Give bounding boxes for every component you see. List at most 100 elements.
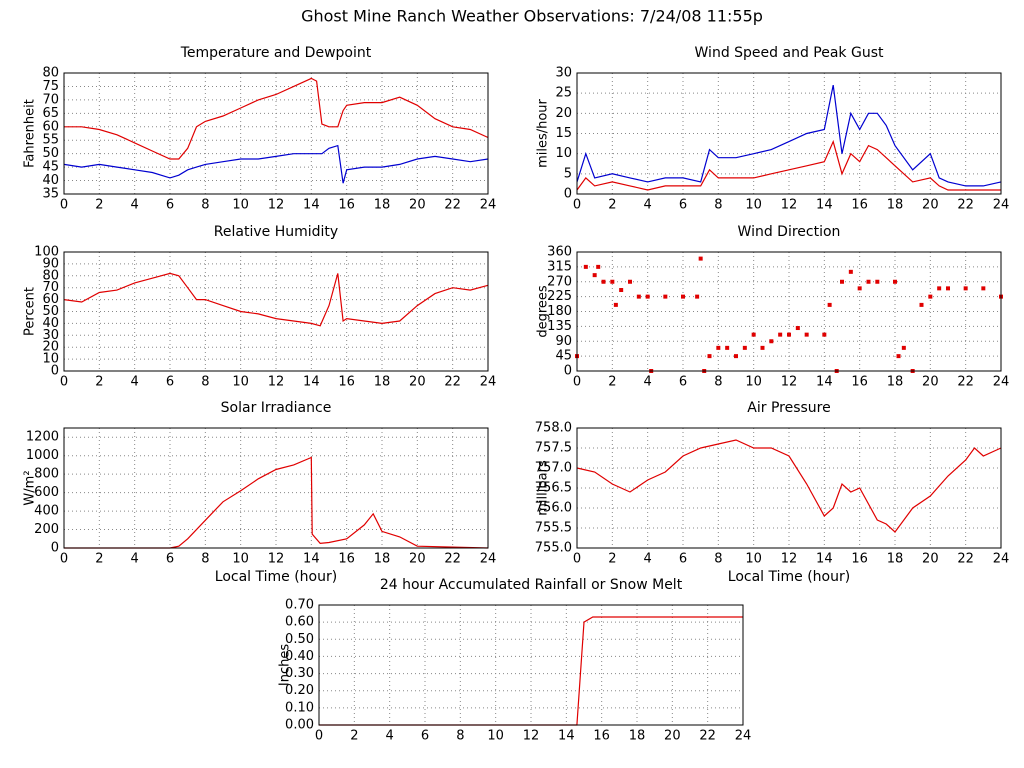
x-tick-label: 0 xyxy=(60,552,68,567)
y-tick-label: 20 xyxy=(555,106,572,121)
x-tick-label: 10 xyxy=(232,198,249,213)
data-point xyxy=(875,279,880,284)
y-axis-label: miles/hour xyxy=(536,98,551,167)
x-tick-label: 20 xyxy=(664,729,681,744)
x-tick-label: 24 xyxy=(993,552,1010,567)
data-point xyxy=(716,345,721,350)
y-tick-label: 10 xyxy=(42,352,59,367)
x-tick-label: 12 xyxy=(781,375,798,390)
plot-frame xyxy=(63,72,489,195)
y-axis-label: W/m² xyxy=(23,470,38,505)
y-tick-label: 80 xyxy=(42,66,59,81)
y-tick-label: 200 xyxy=(34,522,59,537)
x-tick-label: 22 xyxy=(444,375,461,390)
x-tick-label: 10 xyxy=(487,729,504,744)
data-point xyxy=(592,273,597,278)
y-tick-label: 225 xyxy=(547,289,572,304)
x-tick-label: 14 xyxy=(816,375,833,390)
y-axis-label: Inches xyxy=(278,644,293,686)
data-line xyxy=(576,84,1002,187)
data-point xyxy=(760,345,765,350)
plot-frame xyxy=(576,72,1002,195)
data-point xyxy=(928,294,933,299)
data-point xyxy=(698,256,703,261)
data-point xyxy=(628,279,632,284)
y-tick-label: 5 xyxy=(564,166,572,181)
y-tick-label: 270 xyxy=(547,274,572,289)
y-tick-label: 0.70 xyxy=(285,598,314,613)
x-tick-label: 12 xyxy=(781,552,798,567)
x-tick-label: 12 xyxy=(523,729,540,744)
x-tick-label: 14 xyxy=(558,729,575,744)
x-tick-label: 20 xyxy=(409,375,426,390)
x-tick-label: 6 xyxy=(166,375,174,390)
data-point xyxy=(919,302,924,307)
x-tick-label: 0 xyxy=(573,375,581,390)
x-tick-label: 16 xyxy=(851,552,868,567)
data-point xyxy=(645,294,650,299)
x-tick-label: 6 xyxy=(166,198,174,213)
chart-title: Relative Humidity xyxy=(214,224,338,240)
plot-frame xyxy=(576,251,1002,372)
x-tick-label: 24 xyxy=(480,375,497,390)
data-point xyxy=(695,294,700,299)
x-tick-label: 18 xyxy=(629,729,646,744)
data-point xyxy=(963,286,968,291)
x-tick-label: 22 xyxy=(444,552,461,567)
data-point xyxy=(822,332,827,337)
x-tick-label: 16 xyxy=(338,375,355,390)
x-tick-label: 10 xyxy=(745,375,762,390)
y-tick-label: 90 xyxy=(42,256,59,271)
data-point xyxy=(795,326,800,331)
x-tick-label: 10 xyxy=(232,552,249,567)
x-tick-label: 24 xyxy=(993,198,1010,213)
x-tick-label: 0 xyxy=(573,552,581,567)
data-point xyxy=(857,286,862,291)
data-point xyxy=(787,332,791,337)
chart-title: Wind Direction xyxy=(738,224,841,240)
y-tick-label: 400 xyxy=(34,504,59,519)
data-point xyxy=(663,294,668,299)
x-tick-label: 2 xyxy=(95,198,103,213)
x-tick-label: 18 xyxy=(887,375,904,390)
x-tick-label: 8 xyxy=(201,375,209,390)
data-line xyxy=(576,139,1001,191)
y-tick-label: 55 xyxy=(42,133,59,148)
x-tick-label: 4 xyxy=(644,552,652,567)
x-tick-label: 16 xyxy=(338,552,355,567)
x-tick-label: 16 xyxy=(851,375,868,390)
plot-frame xyxy=(318,604,744,726)
y-tick-label: 100 xyxy=(34,245,59,260)
x-tick-label: 14 xyxy=(816,198,833,213)
x-tick-label: 2 xyxy=(608,198,616,213)
x-tick-label: 18 xyxy=(374,552,391,567)
data-line xyxy=(576,439,1002,533)
page-title: Ghost Mine Ranch Weather Observations: 7… xyxy=(301,7,763,26)
y-tick-label: 60 xyxy=(42,292,59,307)
y-tick-label: 0.60 xyxy=(285,615,314,630)
y-tick-label: 40 xyxy=(42,173,59,188)
data-point xyxy=(840,279,844,284)
chart-title: Air Pressure xyxy=(747,400,830,416)
x-tick-label: 10 xyxy=(745,552,762,567)
x-tick-label: 20 xyxy=(409,552,426,567)
plot-frame xyxy=(576,427,1002,549)
x-tick-label: 4 xyxy=(131,375,139,390)
x-tick-label: 0 xyxy=(60,375,68,390)
x-tick-label: 18 xyxy=(887,552,904,567)
x-tick-label: 22 xyxy=(957,552,974,567)
y-tick-label: 60 xyxy=(42,119,59,134)
x-tick-label: 14 xyxy=(303,375,320,390)
y-tick-label: 0.40 xyxy=(285,649,314,664)
x-tick-label: 8 xyxy=(714,198,722,213)
data-point xyxy=(769,339,774,344)
y-tick-label: 20 xyxy=(42,340,59,355)
x-tick-label: 24 xyxy=(480,198,497,213)
y-tick-label: 0.10 xyxy=(285,700,314,715)
x-tick-label: 18 xyxy=(887,198,904,213)
data-point xyxy=(601,279,606,284)
data-line xyxy=(63,272,489,327)
x-tick-label: 14 xyxy=(303,552,320,567)
y-tick-label: 0.30 xyxy=(285,666,314,681)
